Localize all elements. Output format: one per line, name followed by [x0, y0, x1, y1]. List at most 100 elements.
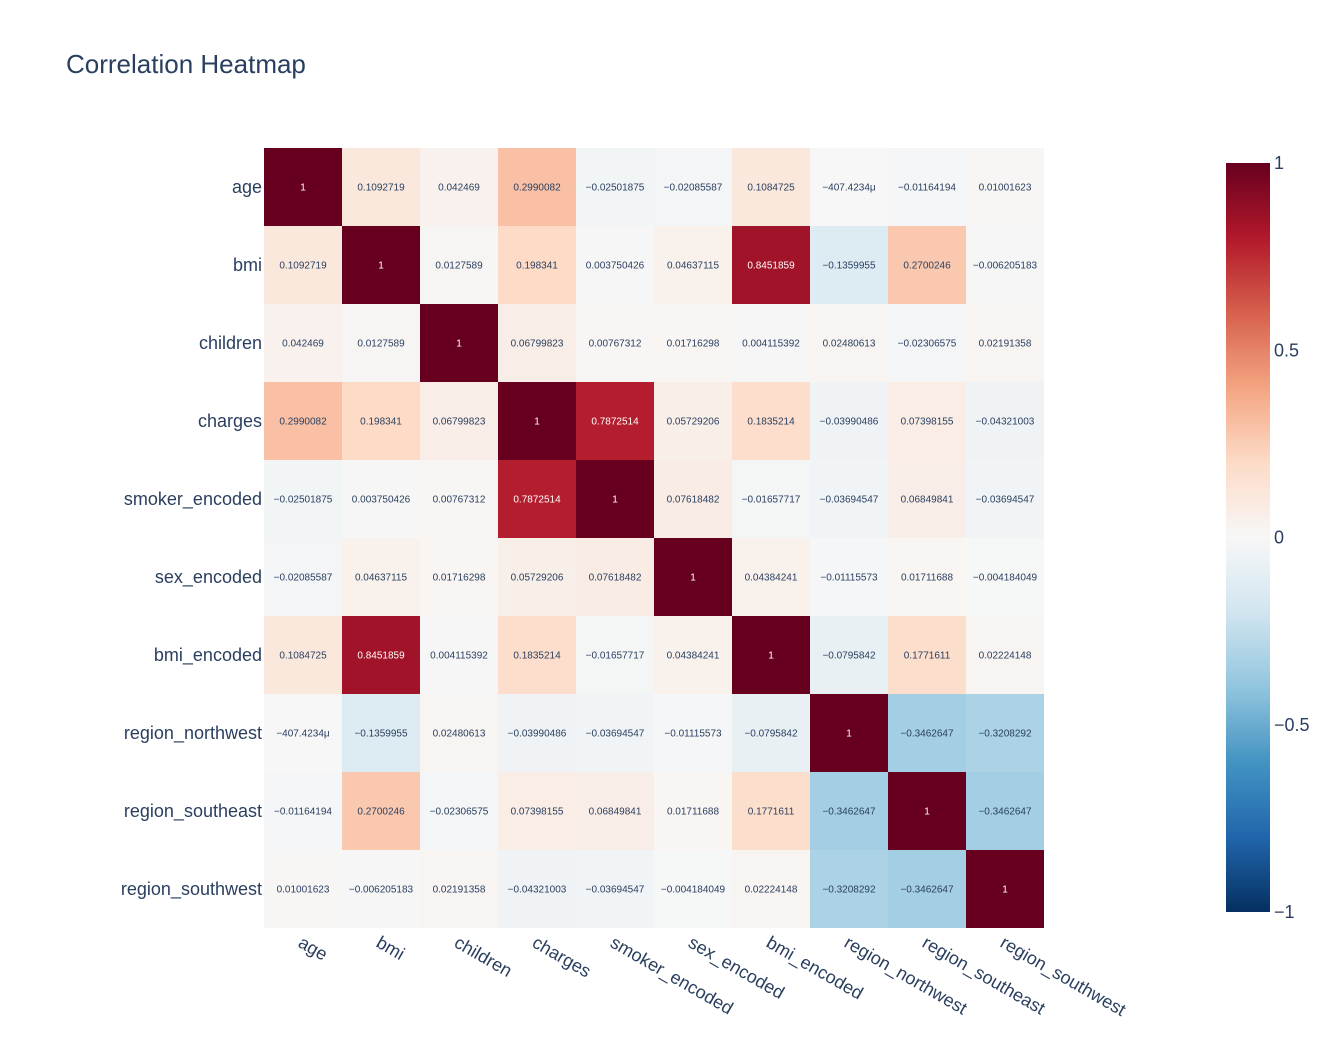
heatmap-cell	[732, 772, 810, 850]
cell-label: 0.01716298	[433, 573, 486, 584]
cell-label: −0.3462647	[900, 885, 954, 896]
cell-label: 0.07398155	[511, 807, 564, 818]
cell-label: 0.1084725	[747, 183, 795, 194]
heatmap-cell	[420, 304, 498, 382]
heatmap-cell	[342, 148, 420, 226]
cell-label: 0.1092719	[357, 183, 405, 194]
heatmap-cell	[810, 304, 888, 382]
heatmap-cell	[966, 148, 1044, 226]
cell-label: 0.042469	[282, 339, 324, 350]
cell-label: 1	[456, 339, 462, 350]
heatmap-cell	[342, 616, 420, 694]
heatmap-cell	[888, 382, 966, 460]
cell-label: −0.04321003	[508, 885, 567, 896]
cell-label: −0.0795842	[822, 651, 876, 662]
heatmap-cell	[420, 538, 498, 616]
heatmap-cell	[732, 304, 810, 382]
heatmap-cell	[420, 850, 498, 928]
heatmap-cell	[966, 226, 1044, 304]
heatmap-cell	[264, 772, 342, 850]
heatmap-cell	[654, 616, 732, 694]
heatmap-cell	[966, 694, 1044, 772]
cell-label: −0.02085587	[664, 183, 723, 194]
heatmap-cell	[888, 616, 966, 694]
heatmap-cell	[888, 772, 966, 850]
heatmap-cell	[810, 226, 888, 304]
y-tick-label: children	[199, 333, 262, 353]
x-tick-label: charges	[529, 932, 594, 981]
heatmap-cell	[264, 460, 342, 538]
heatmap-cell	[576, 226, 654, 304]
heatmap-cell	[966, 460, 1044, 538]
heatmap-cell	[576, 538, 654, 616]
heatmap-cell	[264, 226, 342, 304]
y-tick-label: smoker_encoded	[124, 489, 262, 510]
cell-label: 0.8451859	[357, 651, 405, 662]
cell-label: 0.04637115	[667, 261, 720, 272]
cell-label: 0.1835214	[513, 651, 561, 662]
heatmap-cell	[420, 382, 498, 460]
cell-label: 0.02224148	[745, 885, 798, 896]
x-axis-labels: age bmi children charges smoker_encodedsex_e…	[295, 932, 1129, 1021]
heatmap-cell	[342, 772, 420, 850]
cell-label: 0.8451859	[747, 261, 795, 272]
heatmap-cell	[732, 850, 810, 928]
cell-label: 0.07618482	[589, 573, 642, 584]
cell-label: 0.003750426	[352, 495, 411, 506]
cell-label: 0.042469	[438, 183, 480, 194]
y-tick-label: region_northwest	[124, 723, 262, 744]
cell-label: −0.01164194	[898, 183, 956, 194]
heatmap-cell	[498, 538, 576, 616]
cell-label: 1	[924, 807, 930, 818]
cell-label: 0.1084725	[279, 651, 327, 662]
cell-label: −0.1359955	[822, 261, 876, 272]
heatmap-cell	[654, 382, 732, 460]
cell-label: 1	[1002, 885, 1008, 896]
cell-label: 1	[846, 729, 852, 740]
cell-label: 1	[690, 573, 696, 584]
heatmap-cell	[888, 148, 966, 226]
heatmap-cell	[420, 460, 498, 538]
heatmap-cell	[498, 772, 576, 850]
heatmap-cell	[732, 616, 810, 694]
heatmap-cell	[498, 616, 576, 694]
heatmap-cell	[576, 616, 654, 694]
heatmap-cell	[888, 538, 966, 616]
cell-label: 1	[300, 183, 306, 194]
cell-label: 1	[378, 261, 384, 272]
heatmap-cell	[498, 382, 576, 460]
colorbar-tick-label: −1	[1274, 902, 1295, 922]
cell-label: −0.03694547	[586, 729, 645, 740]
cell-label: −0.01657717	[586, 651, 645, 662]
y-tick-label: charges	[198, 411, 262, 431]
heatmap-cell	[420, 694, 498, 772]
heatmap-cell	[888, 850, 966, 928]
heatmap-cell	[888, 460, 966, 538]
heatmap-cell	[966, 538, 1044, 616]
heatmap-cell	[966, 382, 1044, 460]
heatmap-cell	[810, 382, 888, 460]
cell-label: 0.01716298	[667, 339, 720, 350]
heatmap-cell	[966, 850, 1044, 928]
y-tick-label: region_southeast	[124, 801, 262, 822]
heatmap-cell	[498, 148, 576, 226]
cell-label: 0.05729206	[511, 573, 564, 584]
cell-label: −0.006205183	[973, 261, 1038, 272]
heatmap-cell	[966, 304, 1044, 382]
cell-label: 0.00767312	[433, 495, 486, 506]
cell-label: 0.7872514	[513, 495, 561, 506]
heatmap-cell	[810, 772, 888, 850]
y-tick-label: bmi	[233, 255, 262, 275]
heatmap-cell	[888, 304, 966, 382]
cell-label: −0.04321003	[976, 417, 1035, 428]
cell-label: −0.02085587	[274, 573, 333, 584]
heatmap-cell	[732, 226, 810, 304]
heatmap-cell	[342, 694, 420, 772]
cell-label: 0.004115392	[742, 339, 800, 350]
heatmap-cell	[576, 382, 654, 460]
cell-label: 0.06849841	[589, 807, 642, 818]
heatmap-cell	[654, 460, 732, 538]
cell-label: −0.01657717	[742, 495, 801, 506]
cell-label: −0.03694547	[820, 495, 879, 506]
cell-label: 0.02191358	[979, 339, 1032, 350]
